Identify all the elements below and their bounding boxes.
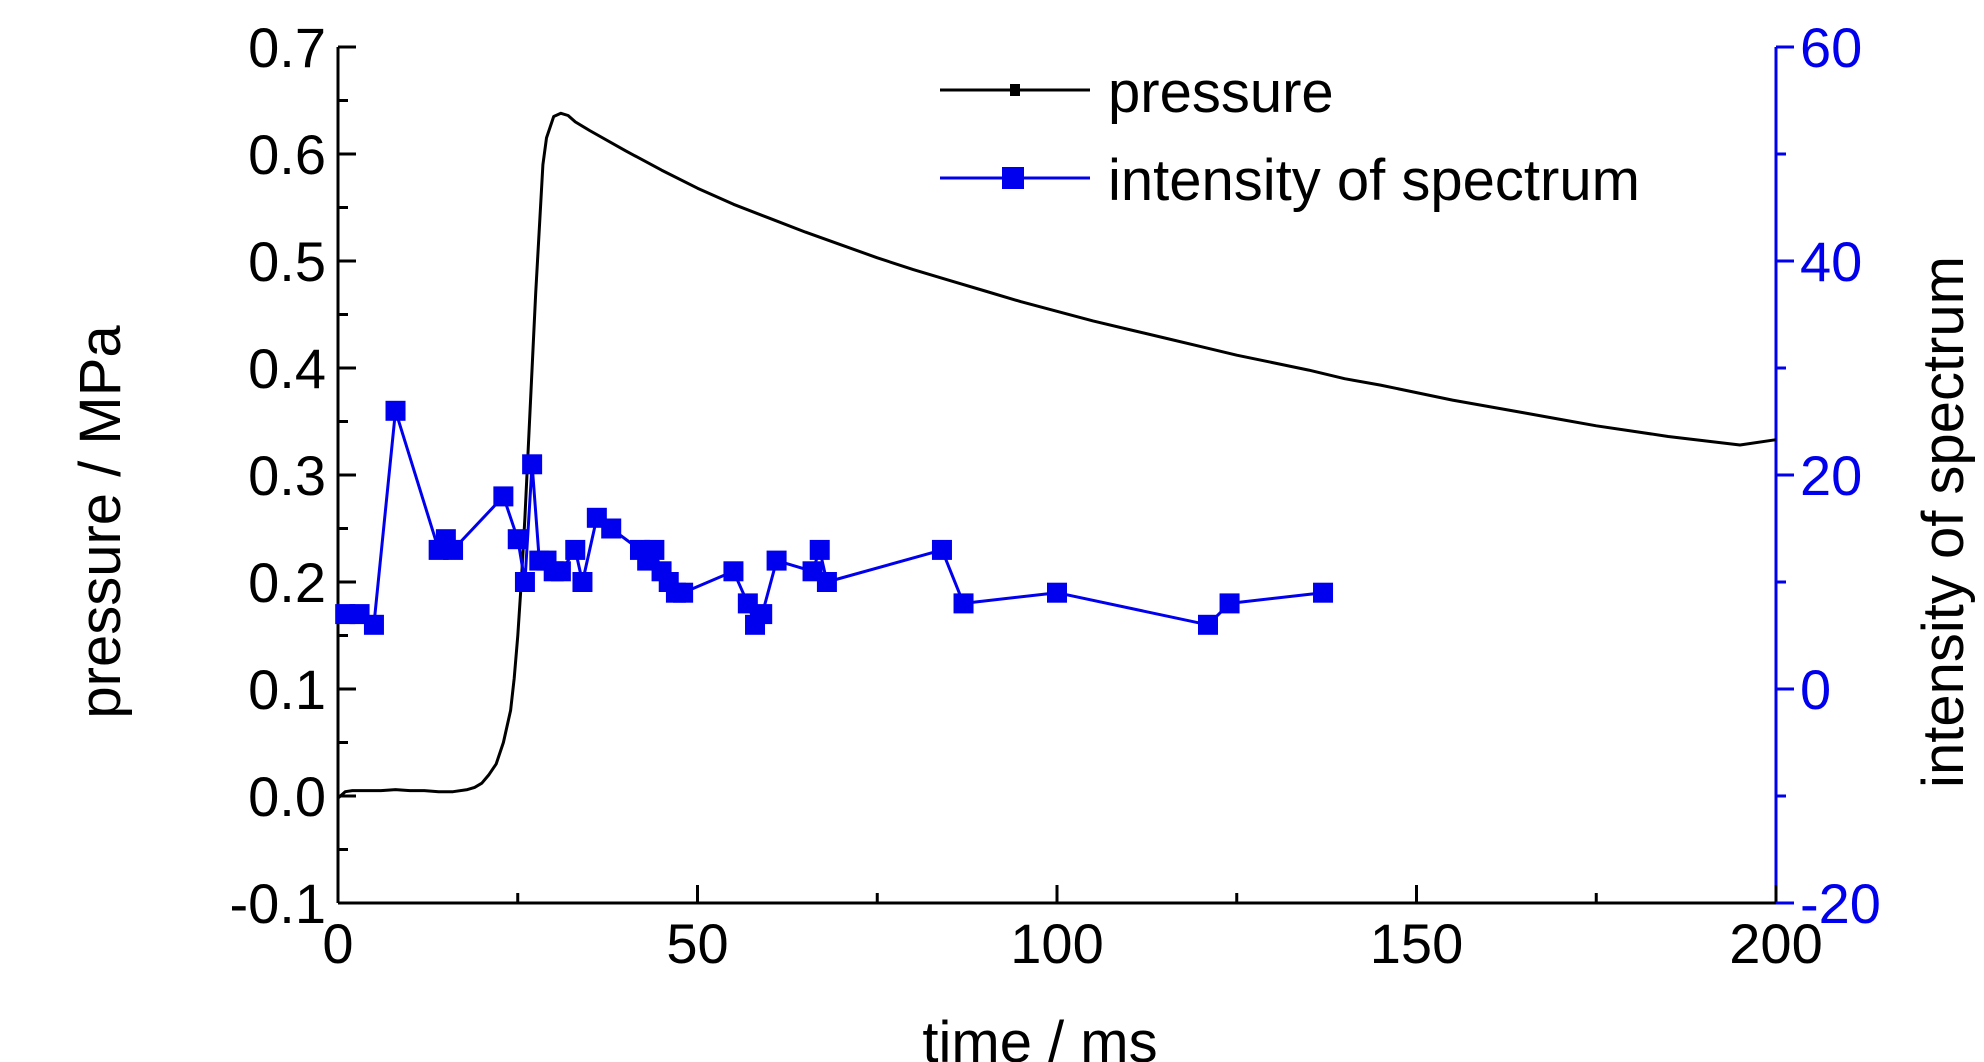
y2-axis-title: intensity of spectrum [1911, 256, 1976, 788]
intensity-point [443, 539, 464, 560]
intensity-point [723, 561, 744, 582]
y-tick-label: 0.5 [248, 230, 326, 293]
y-tick-label: 0.2 [248, 551, 326, 614]
axes: 0 50 100 150 200-0.10.00.10.20.30.40.50.60.7… [230, 16, 1881, 975]
y-tick-label: 0.3 [248, 444, 326, 507]
intensity-point [1197, 614, 1218, 635]
series-pressure-line [337, 111, 1777, 800]
intensity-point [565, 539, 586, 560]
intensity-point [522, 454, 543, 475]
intensity-point [550, 561, 571, 582]
x-tick-label: 50 [666, 912, 728, 975]
intensity-point [766, 550, 787, 571]
intensity-point [514, 572, 535, 592]
intensity-point [809, 539, 830, 560]
series-layer [335, 111, 1777, 800]
y-tick-label: -0.1 [230, 872, 327, 935]
intensity-point [493, 486, 514, 507]
y-tick-label: 0.1 [248, 658, 326, 721]
intensity-point [572, 572, 593, 592]
series-intensity-line [345, 409, 1324, 627]
intensity-point [601, 518, 622, 539]
y2-tick-label: 0 [1800, 658, 1831, 721]
y2-tick-label: 20 [1800, 444, 1862, 507]
y-tick-label: 0.0 [248, 765, 326, 828]
intensity-point [1313, 582, 1334, 603]
x-axis-title: time / ms [922, 1010, 1157, 1062]
intensity-point [752, 604, 773, 625]
y-axis-title: pressure / MPa [68, 325, 133, 719]
intensity-point [644, 539, 665, 560]
x-tick-label: 150 [1370, 912, 1463, 975]
intensity-point [363, 614, 384, 635]
intensity-point [816, 572, 837, 592]
legend: pressure intensity of spectrum [940, 60, 1640, 213]
legend-intensity-marker [1002, 167, 1024, 189]
intensity-point [385, 400, 406, 421]
intensity-point [1047, 582, 1067, 603]
x-tick-label: 200 [1729, 912, 1822, 975]
y-tick-label: 0.7 [248, 16, 326, 79]
intensity-point [507, 529, 528, 550]
intensity-point [1219, 593, 1240, 614]
intensity-point [953, 593, 974, 614]
x-tick-label: 100 [1010, 912, 1103, 975]
y-tick-label: 0.4 [248, 337, 326, 400]
y2-tick-label: -20 [1800, 872, 1881, 935]
legend-pressure-marker [1010, 84, 1020, 96]
legend-intensity-label: intensity of spectrum [1108, 148, 1640, 213]
intensity-point [931, 539, 952, 560]
y2-tick-label: 60 [1800, 16, 1862, 79]
intensity-point [673, 582, 694, 603]
y2-tick-label: 40 [1800, 230, 1862, 293]
legend-pressure-label: pressure [1108, 60, 1334, 125]
y-tick-label: 0.6 [248, 123, 326, 186]
x-tick-label: 0 [322, 912, 353, 975]
